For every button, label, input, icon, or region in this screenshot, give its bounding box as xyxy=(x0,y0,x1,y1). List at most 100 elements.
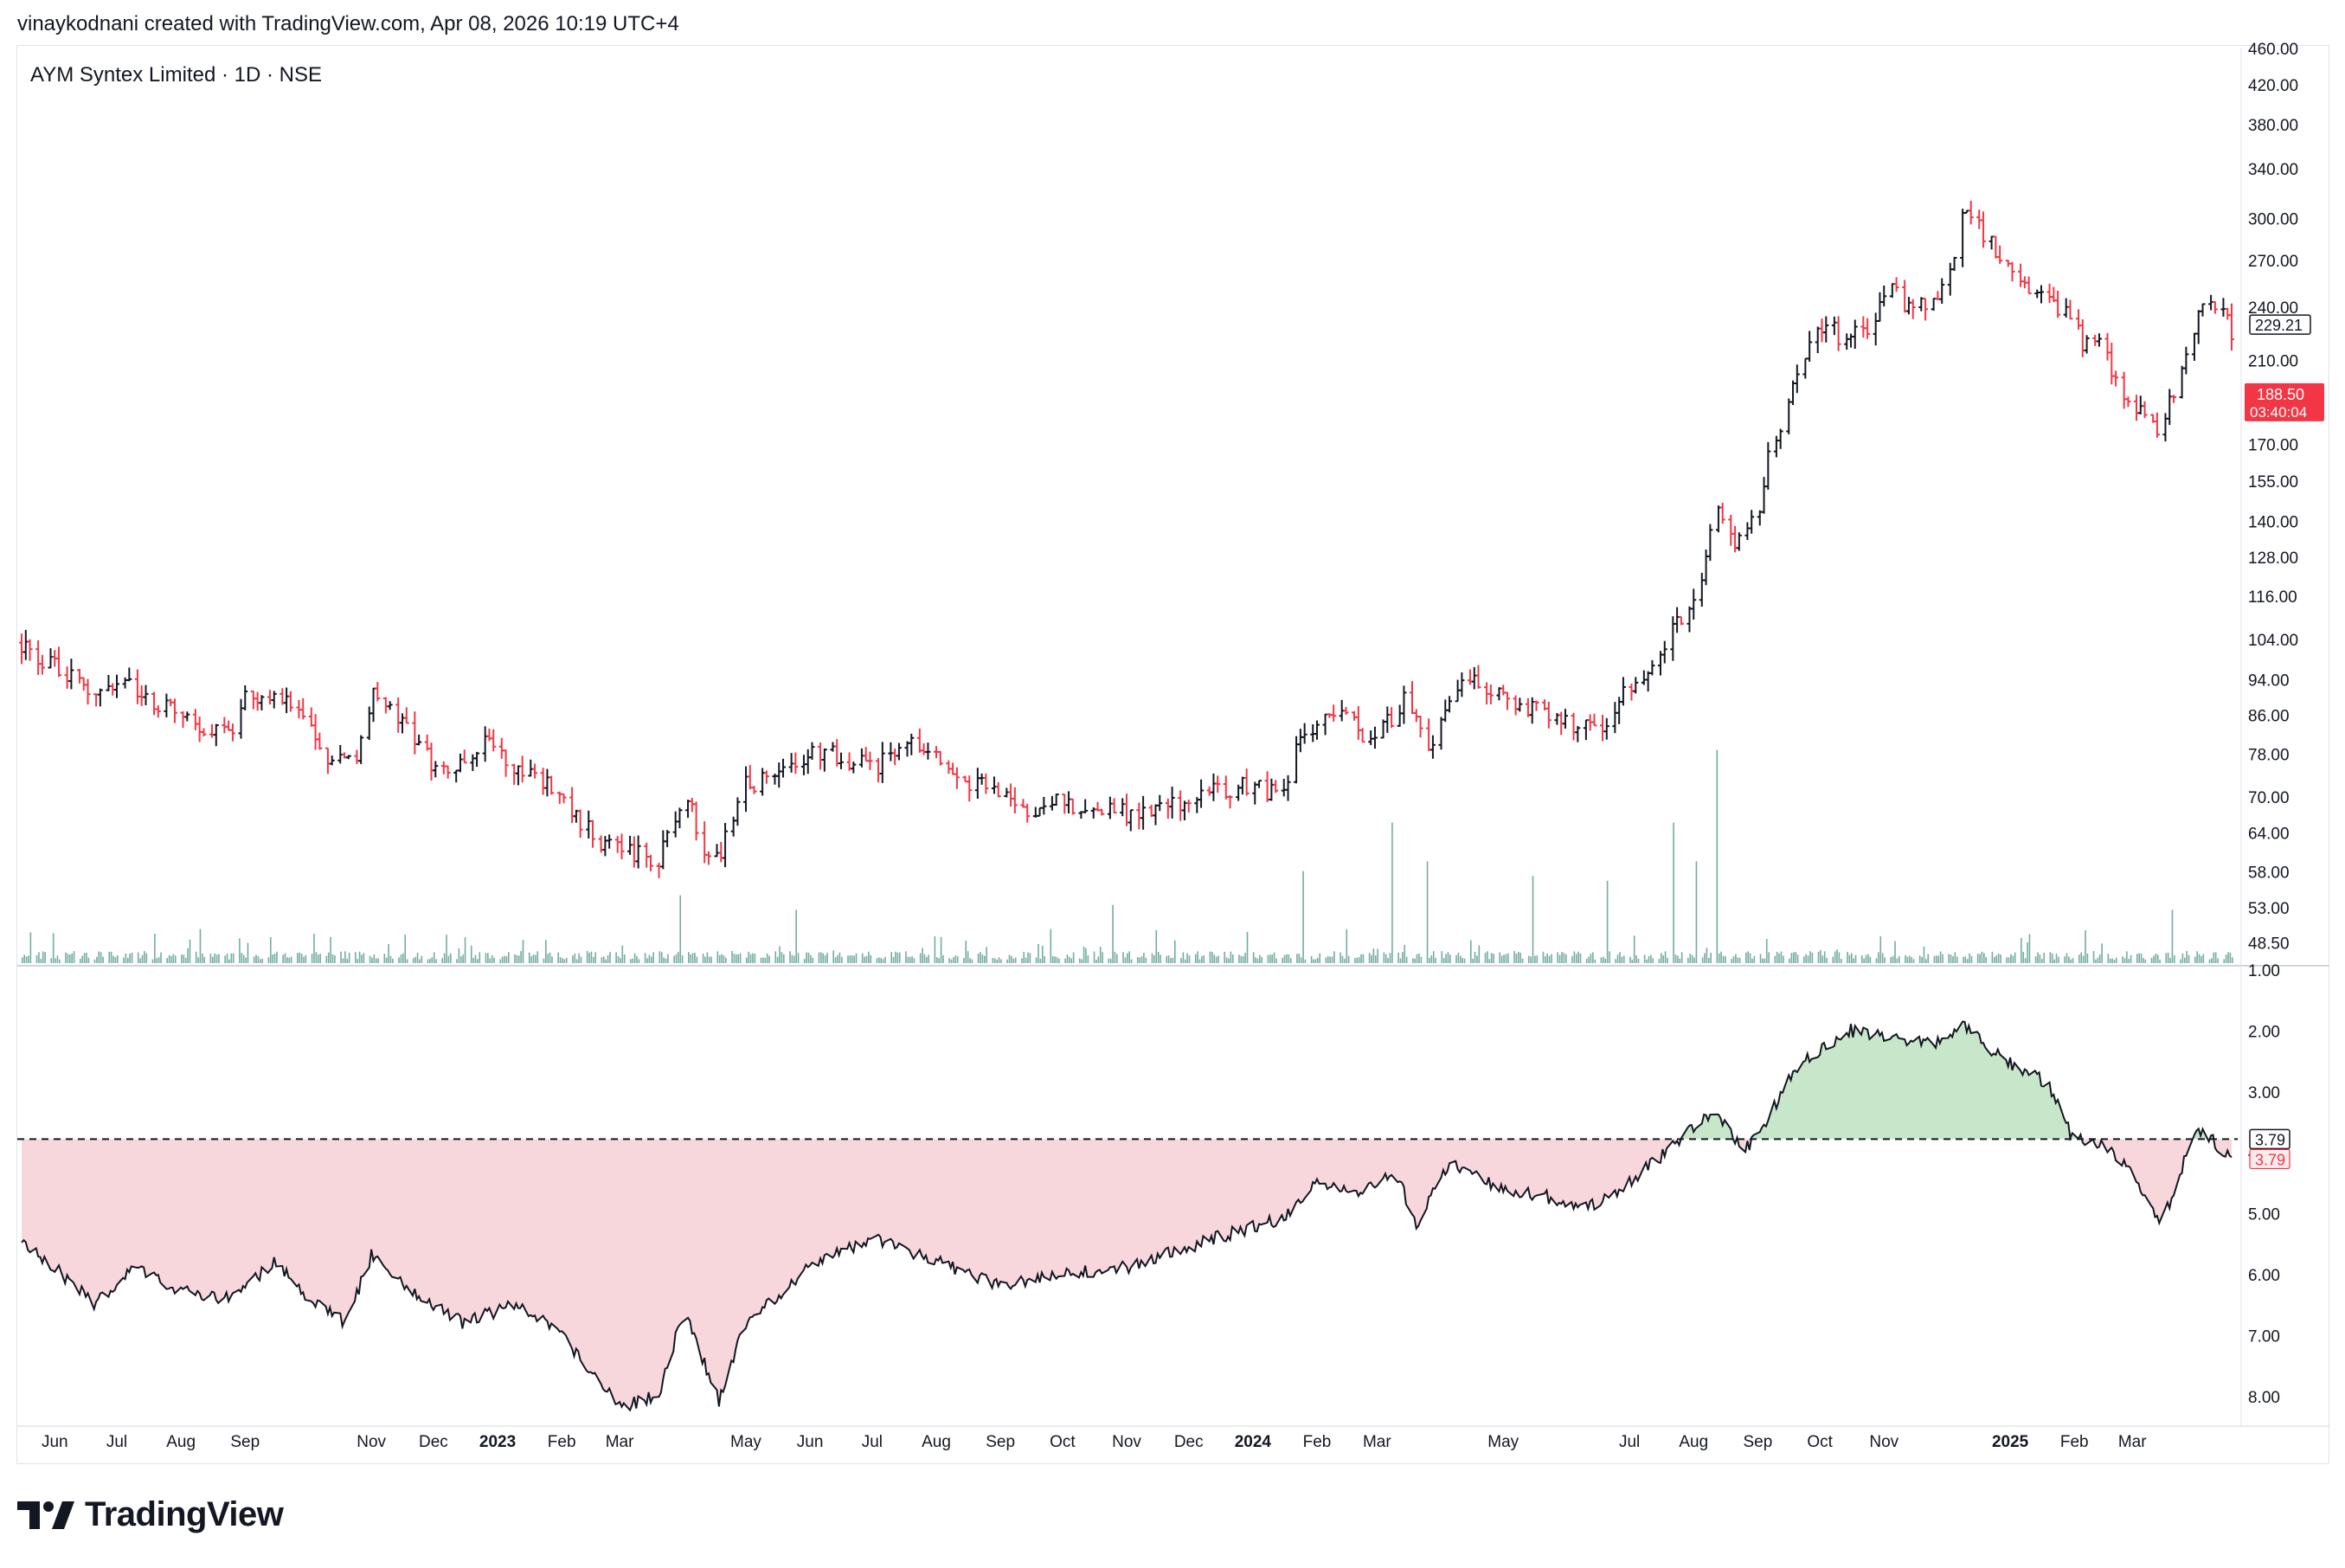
volume-bar xyxy=(303,956,305,963)
volume-bar xyxy=(195,951,197,963)
volume-bar xyxy=(315,952,318,963)
volume-bar xyxy=(416,952,419,963)
volume-bar xyxy=(803,959,806,963)
volume-bar xyxy=(760,957,762,963)
volume-bar xyxy=(1203,954,1205,963)
volume-bar xyxy=(2196,951,2198,963)
volume-bar xyxy=(1201,955,1203,963)
volume-bar xyxy=(1087,955,1089,963)
time-axis-label: Dec xyxy=(1174,1433,1204,1451)
volume-bar xyxy=(215,954,218,963)
volume-bar xyxy=(620,958,621,963)
volume-bar xyxy=(638,959,640,963)
time-axis-label: 2025 xyxy=(1992,1433,2029,1451)
volume-bar xyxy=(1488,959,1491,963)
volume-bar xyxy=(2123,958,2126,963)
volume-bar xyxy=(926,956,928,963)
volume-bar xyxy=(807,952,810,963)
volume-bar xyxy=(327,952,330,963)
volume-bar xyxy=(1648,955,1650,963)
volume-bar xyxy=(956,956,959,963)
volume-bar xyxy=(1275,958,1277,963)
volume-bar xyxy=(1622,955,1625,963)
volume-bar xyxy=(1680,952,1683,963)
volume-bar xyxy=(1573,951,1576,963)
volume-bar xyxy=(1056,957,1058,963)
volume-bar xyxy=(1865,954,1867,963)
volume-bar xyxy=(290,956,292,963)
volume-bar xyxy=(355,952,357,963)
price-tick-label: 140.00 xyxy=(2248,514,2298,532)
volume-bar xyxy=(79,959,81,963)
volume-bar xyxy=(820,952,822,963)
volume-bar xyxy=(479,952,481,963)
volume-bar xyxy=(963,958,965,963)
volume-bar xyxy=(1519,953,1521,963)
volume-bar xyxy=(2232,957,2233,963)
volume-bar xyxy=(1906,956,1909,963)
time-axis: Jun Jul Aug Sep Nov Dec 2023 Feb Mar May Jun Jul Aug… xyxy=(42,1433,2147,1451)
volume-bar xyxy=(38,952,40,963)
volume-bar xyxy=(522,940,524,963)
volume-bar xyxy=(1795,952,1797,963)
volume-bar xyxy=(1420,956,1423,963)
volume-bar xyxy=(2082,955,2085,963)
volume-bar xyxy=(1331,956,1333,963)
volume-bar xyxy=(1255,957,1256,963)
volume-bar xyxy=(1347,955,1350,963)
volume-bar xyxy=(1153,955,1155,963)
volume-bar xyxy=(1462,958,1464,963)
volume-bar xyxy=(317,954,319,963)
volume-bar xyxy=(725,957,727,963)
time-axis-label: Nov xyxy=(1112,1433,1141,1451)
volume-bar xyxy=(977,954,980,963)
volume-bar xyxy=(663,957,665,963)
volume-bar xyxy=(1225,957,1228,963)
volume-bar xyxy=(1783,955,1784,963)
volume-bar xyxy=(1145,957,1147,963)
volume-bar xyxy=(2143,958,2144,963)
volume-bar xyxy=(1426,861,1429,963)
volume-bar xyxy=(369,955,371,963)
volume-bar xyxy=(1116,954,1118,963)
volume-bar xyxy=(117,954,119,963)
volume-bar xyxy=(73,951,75,963)
volume-bar xyxy=(83,953,86,963)
volume-bar xyxy=(2037,952,2039,963)
volume-bar xyxy=(406,959,408,963)
volume-bar xyxy=(2128,959,2130,963)
volume-bar xyxy=(1609,951,1610,963)
volume-bar xyxy=(431,957,434,963)
volume-bar xyxy=(1374,954,1377,963)
indicator-tick-label: 3.00 xyxy=(2248,1084,2280,1102)
volume-bar xyxy=(1474,951,1476,963)
volume-bar xyxy=(284,953,286,963)
symbol-title: AYM Syntex Limited · 1D · NSE xyxy=(30,63,322,87)
volume-bar xyxy=(300,954,303,963)
volume-bar xyxy=(1981,951,1983,963)
volume-bar xyxy=(81,955,83,963)
volume-bar xyxy=(1658,959,1661,963)
volume-bar xyxy=(361,954,363,963)
volume-bar xyxy=(1774,955,1776,963)
volume-bar xyxy=(1646,959,1648,963)
volume-bar xyxy=(421,955,423,963)
volume-bar xyxy=(824,955,826,963)
volume-bar xyxy=(876,958,878,963)
volume-bar xyxy=(28,955,29,963)
volume-bar xyxy=(25,956,28,963)
volume-bar xyxy=(100,952,102,963)
volume-bar xyxy=(42,951,44,963)
volume-bar xyxy=(1405,956,1408,963)
indicator-last-box xyxy=(2249,1148,2290,1170)
time-axis-label: Aug xyxy=(1679,1433,1708,1451)
volume-bar xyxy=(1793,952,1795,963)
volume-bar xyxy=(536,951,539,963)
volume-bar xyxy=(2080,952,2083,963)
price-tick-label: 104.00 xyxy=(2248,632,2298,650)
volume-bar xyxy=(667,954,669,963)
volume-bar xyxy=(202,953,203,963)
volume-bar xyxy=(1964,956,1967,963)
time-axis-label: Sep xyxy=(1743,1433,1772,1451)
